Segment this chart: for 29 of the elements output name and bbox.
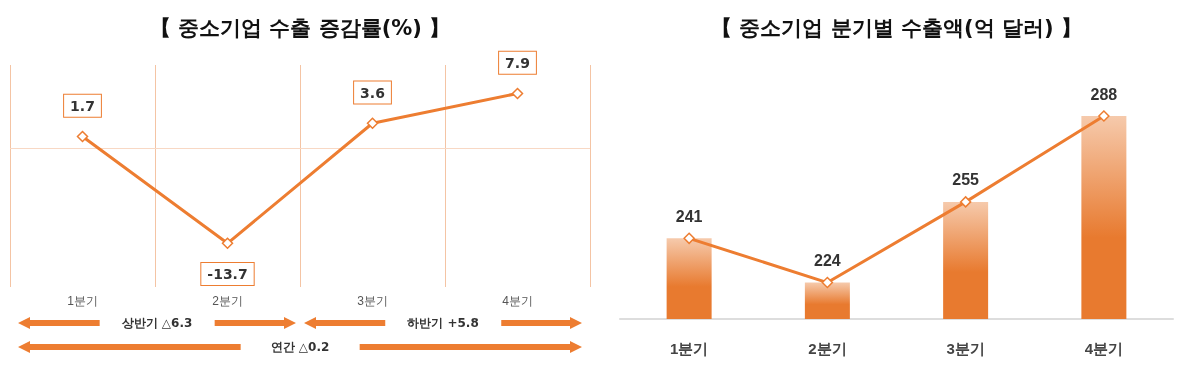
x-tick-label: 2분기 (212, 294, 243, 308)
point (366, 117, 379, 130)
data-label: -13.7 (207, 266, 248, 283)
data-label: 255 (952, 171, 980, 189)
data-label: 7.9 (505, 54, 530, 71)
point (683, 232, 695, 245)
chart-title: 【 중소기업 수출 증감률(%) 】 (148, 15, 452, 42)
point (511, 87, 524, 100)
point (221, 237, 234, 250)
point (76, 130, 89, 143)
x-tick-label: 3분기 (946, 340, 985, 357)
x-tick-label: 1분기 (67, 294, 98, 308)
data-label: 288 (1090, 85, 1118, 103)
text: 상반기 △6.3 (99, 314, 215, 332)
x-tick-label: 1분기 (669, 340, 709, 357)
data-label: 224 (814, 252, 841, 270)
chart-title: 【 중소기업 분기별 수출액(억 달러) 】 (710, 15, 1083, 42)
point (821, 276, 834, 289)
point (959, 196, 972, 208)
x-tick-label: 3분기 (357, 294, 388, 308)
x-tick-label: 4분기 (502, 294, 533, 308)
data-label: 1.7 (70, 97, 95, 114)
data-label: 241 (675, 207, 703, 225)
text: 연간 △0.2 (240, 338, 360, 356)
text: 하반기 +5.8 (385, 314, 501, 332)
data-label: 3.6 (360, 84, 385, 101)
x-tick-label: 2분기 (808, 340, 847, 357)
x-tick-label: 4분기 (1084, 340, 1124, 357)
point (1098, 110, 1110, 122)
